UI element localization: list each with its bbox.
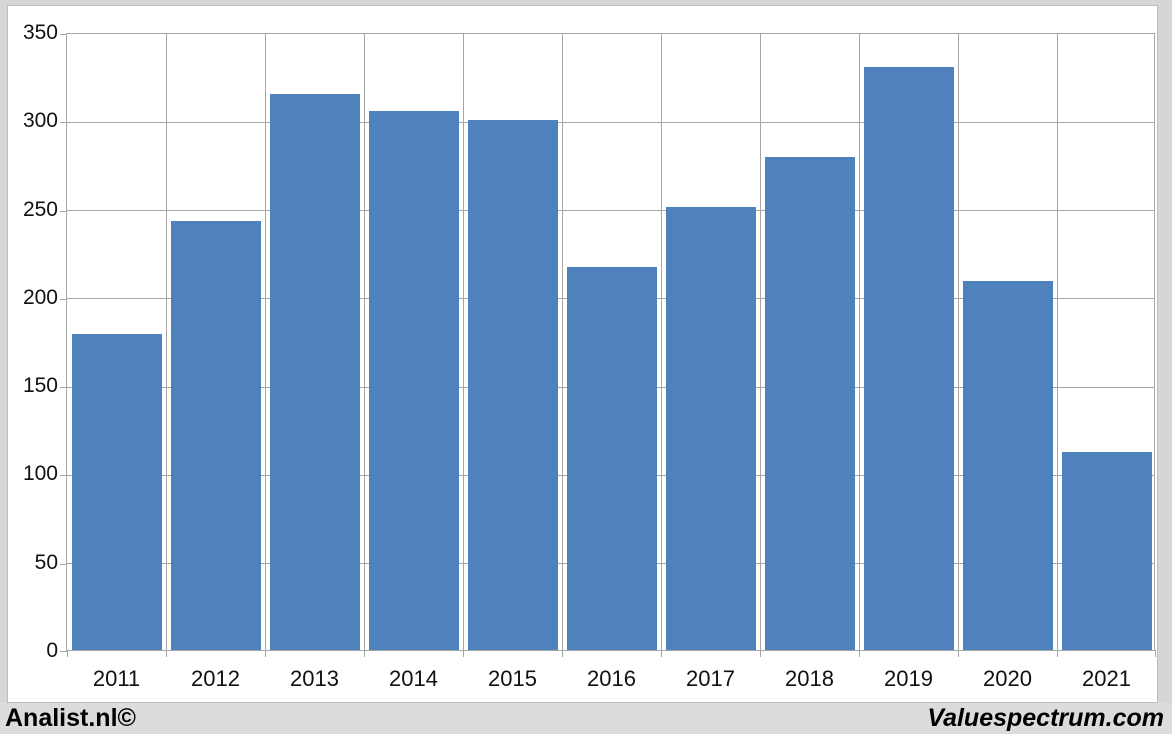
- y-axis-label-250: 250: [22, 197, 58, 221]
- x-axis-label-2013: 2013: [290, 666, 339, 691]
- bar-2021: [1061, 452, 1152, 650]
- h-gridline-250: [67, 210, 1154, 212]
- bar-2012: [170, 220, 261, 650]
- h-gridline-300: [67, 121, 1154, 123]
- y-axis-label-0: 0: [46, 639, 58, 662]
- bar-2013: [269, 93, 360, 650]
- v-gridline-4: [462, 34, 464, 650]
- bar-2016: [566, 266, 657, 650]
- v-gridline-10: [1056, 34, 1058, 650]
- x-tick-6: [661, 650, 662, 657]
- y-axis-label-350: 350: [22, 21, 58, 44]
- x-axis-label-2019: 2019: [884, 666, 933, 691]
- bar-2015: [467, 120, 558, 650]
- x-axis-label-2016: 2016: [587, 666, 636, 691]
- attribution-valuespectrum: Valuespectrum.com: [927, 704, 1164, 732]
- x-tick-1: [166, 650, 167, 657]
- x-tick-11: [1155, 650, 1156, 657]
- v-gridline-7: [759, 34, 761, 650]
- v-gridline-2: [264, 34, 266, 650]
- bar-2018: [764, 157, 855, 650]
- x-tick-4: [463, 650, 464, 657]
- y-axis-label-200: 200: [22, 285, 58, 309]
- bar-2011: [71, 333, 162, 650]
- attribution-analist: Analist.nl©: [5, 704, 136, 732]
- y-tick-0: [60, 651, 67, 652]
- bar-2017: [665, 206, 756, 650]
- x-axis-label-2017: 2017: [686, 666, 735, 691]
- attribution-bar: Analist.nl© Valuespectrum.com: [0, 703, 1172, 734]
- y-axis-label-50: 50: [34, 550, 58, 574]
- x-tick-9: [958, 650, 959, 657]
- x-tick-2: [265, 650, 266, 657]
- y-tick-50: [60, 563, 67, 565]
- x-axis-label-2021: 2021: [1082, 666, 1131, 691]
- y-axis-label-150: 150: [22, 374, 58, 398]
- x-tick-10: [1057, 650, 1058, 657]
- v-gridline-9: [957, 34, 959, 650]
- v-gridline-6: [660, 34, 662, 650]
- x-axis-label-2020: 2020: [983, 666, 1032, 691]
- x-axis-label-2014: 2014: [389, 666, 438, 691]
- v-gridline-5: [561, 34, 563, 650]
- bar-2019: [863, 67, 954, 650]
- y-tick-300: [60, 122, 67, 124]
- x-tick-0: [67, 650, 68, 657]
- y-tick-150: [60, 387, 67, 389]
- x-axis-label-2012: 2012: [191, 666, 240, 691]
- x-tick-8: [859, 650, 860, 657]
- v-gridline-3: [363, 34, 365, 650]
- x-axis-label-2018: 2018: [785, 666, 834, 691]
- chart-area: 0 50 100 150 200 250 300 350 2011 2012 2013 2014 201…: [7, 5, 1158, 703]
- x-tick-3: [364, 650, 365, 657]
- x-tick-5: [562, 650, 563, 657]
- x-axis-label-2015: 2015: [488, 666, 537, 691]
- y-tick-250: [60, 210, 67, 212]
- x-axis-label-2011: 2011: [92, 666, 141, 691]
- y-tick-200: [60, 298, 67, 300]
- y-axis-label-300: 300: [22, 109, 58, 133]
- v-gridline-1: [165, 34, 167, 650]
- plot-area: [60, 33, 1156, 657]
- y-axis-label-100: 100: [22, 462, 58, 486]
- x-tick-7: [760, 650, 761, 657]
- y-tick-100: [60, 475, 67, 477]
- y-tick-350: [60, 34, 67, 35]
- bar-2020: [962, 280, 1053, 650]
- v-gridline-8: [858, 34, 860, 650]
- bar-2014: [368, 111, 459, 650]
